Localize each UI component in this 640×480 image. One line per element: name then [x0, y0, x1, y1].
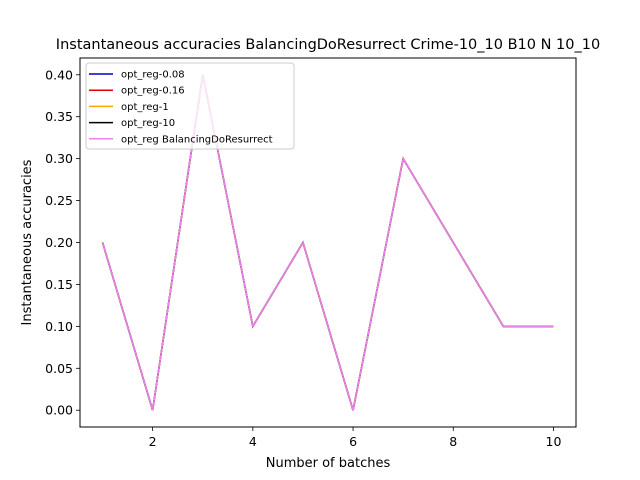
y-axis-label: Instantaneous accuracies [20, 159, 35, 325]
y-tick-label: 0.10 [45, 319, 73, 334]
x-tick-label: 6 [349, 434, 357, 449]
series-layer [101, 74, 554, 411]
x-axis: 2 4 6 8 10 [149, 427, 562, 449]
y-tick-label: 0.15 [45, 277, 73, 292]
x-tick-label: 8 [449, 434, 457, 449]
y-tick-label: 0.05 [45, 361, 73, 376]
y-tick-label: 0.40 [45, 67, 73, 82]
x-tick-label: 10 [546, 434, 562, 449]
legend-frame [85, 62, 295, 150]
series-line-5 [101, 74, 554, 411]
chart-title: Instantaneous accuracies BalancingDoResu… [56, 37, 600, 53]
x-tick-label: 4 [249, 434, 257, 449]
y-tick-label: 0.35 [45, 109, 73, 124]
legend-label-1: opt_reg-0.08 [121, 70, 185, 81]
y-tick-label: 0.00 [45, 403, 73, 418]
legend-label-5: opt_reg BalancingDoResurrect [121, 134, 273, 145]
legend-label-4: opt_reg-10 [121, 118, 175, 129]
y-tick-label: 0.20 [45, 235, 73, 250]
y-axis: 0.00 0.05 0.10 0.15 0.20 0.25 0.30 0.35 0.40 [45, 67, 80, 418]
legend-label-2: opt_reg-0.16 [121, 86, 185, 97]
legend-label-3: opt_reg-1 [121, 102, 169, 113]
y-tick-label: 0.30 [45, 151, 73, 166]
x-tick-label: 2 [149, 434, 157, 449]
y-tick-label: 0.25 [45, 193, 73, 208]
x-axis-label: Number of batches [266, 456, 391, 471]
legend: opt_reg-0.08 opt_reg-0.16 opt_reg-1 opt_reg… [85, 62, 295, 150]
